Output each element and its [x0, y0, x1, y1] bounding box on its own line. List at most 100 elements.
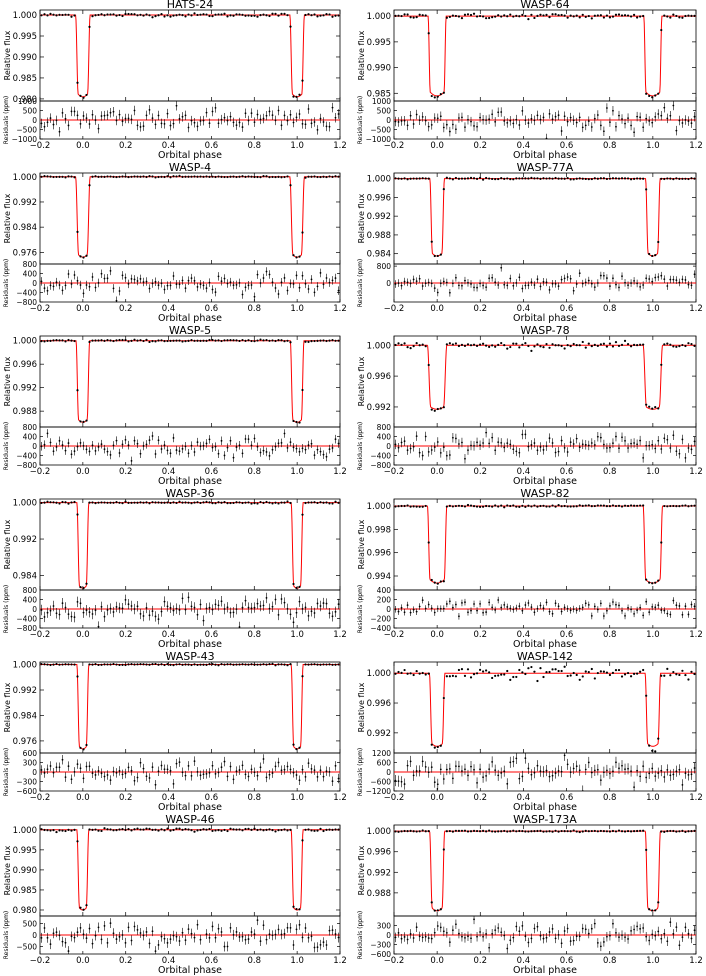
xtick-label: 0.2: [119, 793, 133, 803]
flux-data-point: [418, 672, 421, 675]
residual-data-point: [403, 783, 406, 785]
flux-data-point: [73, 500, 76, 504]
flux-data-point: [313, 663, 316, 666]
residual-data-point: [415, 926, 418, 929]
flux-data-point: [678, 505, 681, 508]
residual-ylabel: Residuals (ppm): [357, 748, 364, 797]
xtick-label: 0.8: [603, 630, 617, 640]
flux-data-point: [232, 663, 235, 666]
flux-data-point: [611, 829, 615, 833]
residual-data-point: [241, 606, 244, 609]
residual-ytick-label: 0: [32, 442, 37, 451]
flux-data-point: [632, 504, 636, 507]
flux-data-point: [280, 339, 283, 342]
residual-data-point: [572, 608, 575, 610]
flux-ytick-label: 0.985: [13, 74, 37, 84]
residual-data-point: [427, 125, 430, 128]
xtick-label: 0.8: [603, 793, 617, 803]
flux-data-point: [196, 501, 199, 504]
flux-data-point: [283, 175, 286, 179]
residual-data-point: [178, 283, 181, 286]
flux-data-point: [530, 665, 533, 669]
residual-data-point: [109, 454, 112, 456]
flux-data-point: [500, 673, 503, 676]
residual-data-point: [518, 605, 521, 607]
flux-data-point: [283, 663, 286, 666]
flux-data-point: [687, 14, 690, 17]
flux-data-point: [76, 675, 79, 678]
flux-data-point: [611, 671, 615, 674]
residual-data-point: [280, 124, 283, 127]
residual-data-point: [557, 769, 560, 772]
xtick-label: 1.2: [333, 141, 347, 151]
flux-data-point: [64, 501, 67, 504]
flux-data-point: [328, 828, 331, 831]
flux-data-point: [115, 663, 118, 666]
residual-data-point: [488, 442, 491, 445]
flux-data-point: [136, 827, 139, 830]
flux-data-point: [331, 663, 334, 666]
flux-axes-frame: [393, 661, 697, 754]
flux-data-point: [563, 665, 566, 668]
residual-data-point: [539, 118, 542, 121]
flux-data-point: [133, 13, 136, 16]
residual-data-point: [226, 775, 229, 778]
flux-ytick-label: 1.000: [13, 11, 37, 21]
flux-ytick-label: 0.996: [367, 699, 391, 709]
residual-data-point: [256, 774, 259, 777]
residual-data-point: [193, 451, 196, 453]
residual-data-point: [58, 130, 61, 133]
residual-data-point: [61, 940, 64, 943]
residual-data-point: [430, 607, 433, 610]
residual-data-point: [418, 769, 421, 772]
flux-data-point: [488, 177, 491, 180]
flux-data-point: [79, 255, 82, 258]
flux-ytick-label: 0.984: [13, 223, 37, 233]
transit-model-line: [394, 672, 696, 747]
residual-data-point: [106, 941, 109, 944]
residual-data-point: [250, 112, 253, 115]
flux-data-point: [271, 175, 274, 179]
flux-data-point: [397, 670, 400, 674]
flux-data-point: [118, 175, 121, 178]
residual-data-point: [439, 926, 442, 929]
residual-data-point: [569, 771, 572, 774]
xtick-label: 0.4: [162, 793, 176, 803]
residual-data-point: [663, 437, 666, 440]
residual-data-point: [648, 278, 651, 280]
flux-data-point: [319, 663, 322, 666]
residual-data-point: [238, 626, 241, 628]
residual-data-point: [241, 126, 244, 128]
residual-data-point: [109, 607, 112, 610]
flux-data-point: [163, 340, 166, 343]
residual-data-point: [88, 611, 91, 614]
flux-data-point: [250, 339, 253, 343]
flux-data-point: [163, 829, 166, 832]
flux-data-point: [569, 178, 572, 181]
residual-data-point: [491, 276, 494, 279]
residual-data-point: [334, 438, 337, 441]
residual-data-point: [58, 934, 61, 937]
flux-data-point: [88, 25, 91, 28]
residual-data-point: [669, 774, 672, 777]
flux-data-point: [121, 338, 124, 342]
flux-data-point: [657, 240, 660, 244]
residual-data-point: [334, 610, 337, 613]
flux-data-point: [58, 339, 61, 342]
flux-data-point: [415, 505, 418, 508]
residual-data-point: [675, 926, 678, 929]
flux-data-point: [292, 582, 295, 586]
flux-data-point: [551, 830, 554, 833]
residual-data-point: [503, 934, 506, 937]
flux-data-point: [654, 909, 657, 912]
residual-data-point: [76, 279, 79, 282]
residual-data-point: [636, 769, 639, 772]
flux-data-point: [645, 694, 648, 697]
flux-ytick-label: 0.988: [367, 889, 391, 899]
residual-data-point: [334, 116, 337, 119]
flux-data-point: [454, 342, 458, 345]
residual-data-point: [259, 451, 262, 454]
flux-data-point: [590, 505, 593, 508]
residual-data-point: [133, 278, 136, 281]
flux-data-point: [181, 14, 184, 17]
